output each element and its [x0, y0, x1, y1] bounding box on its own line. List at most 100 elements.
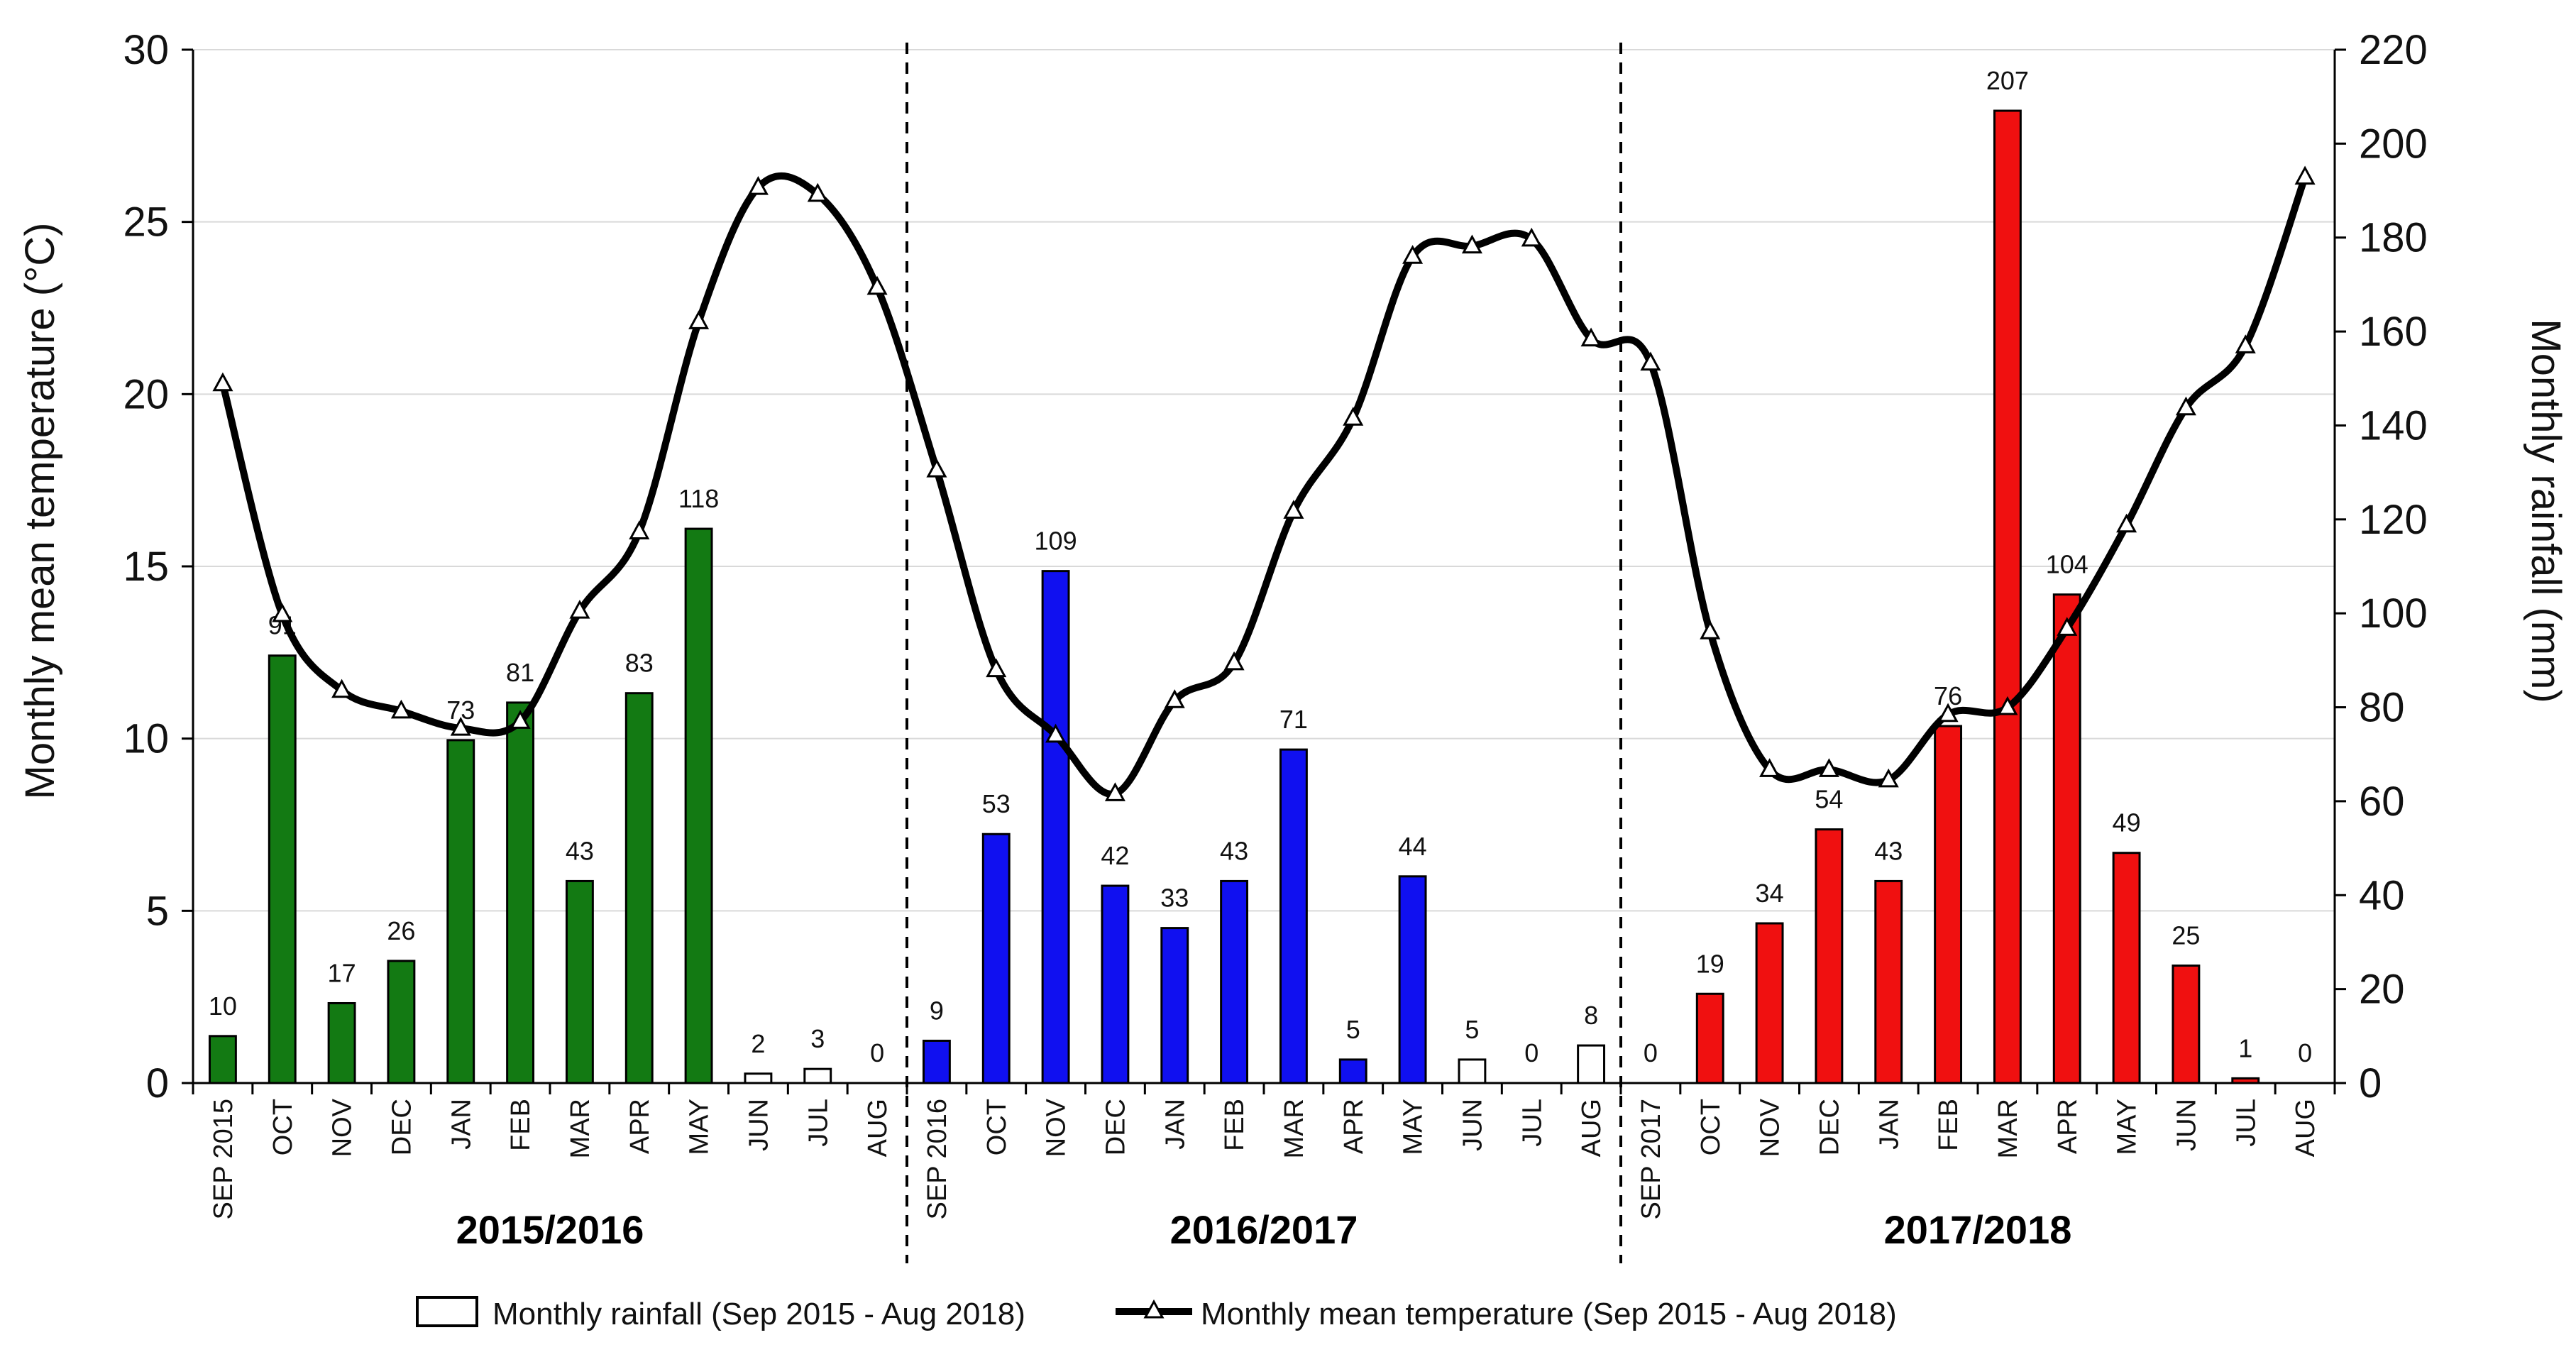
- x-tick-label: MAR: [566, 1099, 595, 1158]
- axes: [182, 48, 2346, 1094]
- temperature-point: [331, 678, 353, 698]
- rainfall-bar: [208, 1035, 237, 1084]
- x-tick-label: FEB: [506, 1099, 536, 1151]
- right-tick-label: 100: [2359, 590, 2428, 637]
- x-tick-label: AUG: [863, 1099, 893, 1157]
- temperature-series: [212, 165, 2316, 801]
- left-axis-tick-labels: 0 5 10 15 20 25 30: [123, 27, 169, 1106]
- rainfall-bar: [684, 527, 713, 1084]
- rainfall-bars: [208, 109, 2260, 1084]
- temperature-point: [2294, 165, 2316, 185]
- legend-rainfall-label: Monthly rainfall (Sep 2015 - Aug 2018): [492, 1297, 1025, 1331]
- temperature-point: [926, 458, 947, 478]
- x-tick-label: SEP 2015: [209, 1099, 238, 1219]
- rainfall-bar: [803, 1067, 832, 1084]
- temperature-point: [986, 658, 1007, 678]
- temperature-point: [450, 716, 471, 736]
- rainfall-bar: [565, 879, 594, 1084]
- left-tick-label: 30: [123, 27, 169, 73]
- rainfall-bar: [327, 1001, 356, 1084]
- rainfall-bar: [2172, 965, 2201, 1084]
- rainfall-value-label: 17: [328, 958, 356, 987]
- x-tick-label: MAY: [685, 1099, 715, 1155]
- x-tick-label: FEB: [1934, 1099, 1964, 1151]
- temperature-point: [1937, 703, 1959, 723]
- right-axis-tick-labels: 0 20 40 60 80 100 120 140 160 180 200 220: [2359, 27, 2428, 1106]
- rainfall-value-label: 5: [1465, 1015, 1479, 1044]
- gridlines: [193, 49, 2335, 912]
- rainfall-bar: [1338, 1058, 1367, 1084]
- rainfall-value-label: 3: [810, 1024, 825, 1053]
- left-tick-label: 5: [146, 888, 169, 934]
- season-label: 2017/2018: [1884, 1207, 2072, 1252]
- x-tick-label: MAY: [2113, 1099, 2142, 1155]
- rainfall-value-label: 54: [1815, 785, 1843, 814]
- x-tick-label: APR: [1339, 1099, 1369, 1154]
- legend-temperature-label: Monthly mean temperature (Sep 2015 - Aug…: [1201, 1297, 1897, 1331]
- rainfall-value-label: 9: [930, 996, 944, 1025]
- right-tick-label: 0: [2359, 1060, 2382, 1106]
- temperature-point: [2175, 396, 2196, 416]
- left-tick-label: 15: [123, 544, 169, 590]
- rainfall-value-label: 81: [506, 658, 534, 687]
- x-tick-label: JAN: [1160, 1099, 1190, 1150]
- right-tick-label: 120: [2359, 497, 2428, 543]
- rainfall-value-label: 104: [2046, 550, 2088, 579]
- x-tick-label: JUL: [1517, 1099, 1547, 1147]
- x-tick-label: MAR: [1279, 1099, 1309, 1158]
- x-tick-label: DEC: [1815, 1099, 1844, 1155]
- rainfall-bar: [981, 833, 1011, 1084]
- rainfall-value-label: 10: [209, 991, 237, 1021]
- temperature-point: [1818, 758, 1839, 777]
- rainfall-bar: [2052, 593, 2081, 1084]
- left-axis-title: Monthly mean temperature (°C): [17, 223, 63, 800]
- temperature-point: [629, 520, 650, 539]
- right-tick-label: 200: [2359, 121, 2428, 167]
- rainfall-bar: [1934, 725, 1963, 1084]
- left-tick-label: 10: [123, 716, 169, 762]
- x-tick-label: OCT: [1696, 1099, 1726, 1155]
- x-tick-label: JUN: [2172, 1099, 2201, 1151]
- rainfall-value-label: 42: [1101, 841, 1129, 870]
- temperature-point: [1759, 758, 1780, 777]
- right-tick-label: 160: [2359, 309, 2428, 355]
- temperature-point: [1045, 723, 1067, 743]
- x-tick-label: NOV: [328, 1098, 358, 1157]
- x-tick-label: APR: [2053, 1099, 2083, 1154]
- x-tick-label: AUG: [2291, 1099, 2321, 1157]
- temperature-point: [866, 275, 888, 295]
- right-tick-label: 80: [2359, 685, 2405, 731]
- temperature-point: [2116, 513, 2137, 533]
- x-tick-label: NOV: [1756, 1098, 1785, 1157]
- temperature-point: [1700, 620, 1721, 639]
- rainfall-bar: [1398, 875, 1427, 1084]
- rainfall-bar: [624, 692, 654, 1084]
- x-tick-label: SEP 2017: [1636, 1099, 1666, 1219]
- x-tick-label: OCT: [268, 1099, 298, 1155]
- left-tick-label: 25: [123, 199, 169, 246]
- temperature-point: [688, 310, 710, 329]
- rainfall-value-label: 2: [751, 1029, 765, 1058]
- rainfall-bar: [1458, 1058, 1487, 1084]
- temperature-point: [807, 182, 828, 202]
- rainfall-value-label: 118: [678, 484, 719, 513]
- temperature-point: [1878, 768, 1899, 788]
- temperature-point: [1283, 500, 1304, 519]
- rainfall-value-label: 33: [1160, 884, 1189, 913]
- rainfall-value-label: 43: [1874, 836, 1903, 865]
- rainfall-value-label: 0: [870, 1038, 884, 1067]
- temperature-point: [1580, 327, 1602, 347]
- temperature-point: [1343, 407, 1364, 426]
- left-tick-label: 0: [146, 1060, 169, 1106]
- temperature-point: [1402, 245, 1424, 264]
- temperature-line: [219, 172, 2308, 798]
- x-tick-label: JAN: [446, 1099, 476, 1150]
- right-tick-label: 60: [2359, 779, 2405, 825]
- rainfall-value-label: 25: [2172, 921, 2200, 950]
- x-tick-label: DEC: [387, 1099, 417, 1155]
- right-tick-label: 40: [2359, 872, 2405, 918]
- rainfall-value-label: 71: [1279, 705, 1308, 734]
- rainfall-value-label: 8: [1584, 1001, 1598, 1030]
- rainfall-bar: [1220, 879, 1249, 1084]
- right-axis-title: Monthly rainfall (mm): [2523, 319, 2569, 703]
